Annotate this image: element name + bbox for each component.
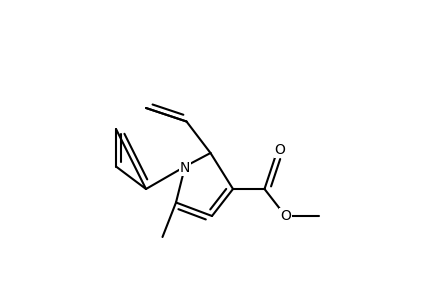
- Text: O: O: [279, 209, 290, 223]
- Text: O: O: [274, 143, 285, 157]
- Text: N: N: [180, 161, 190, 175]
